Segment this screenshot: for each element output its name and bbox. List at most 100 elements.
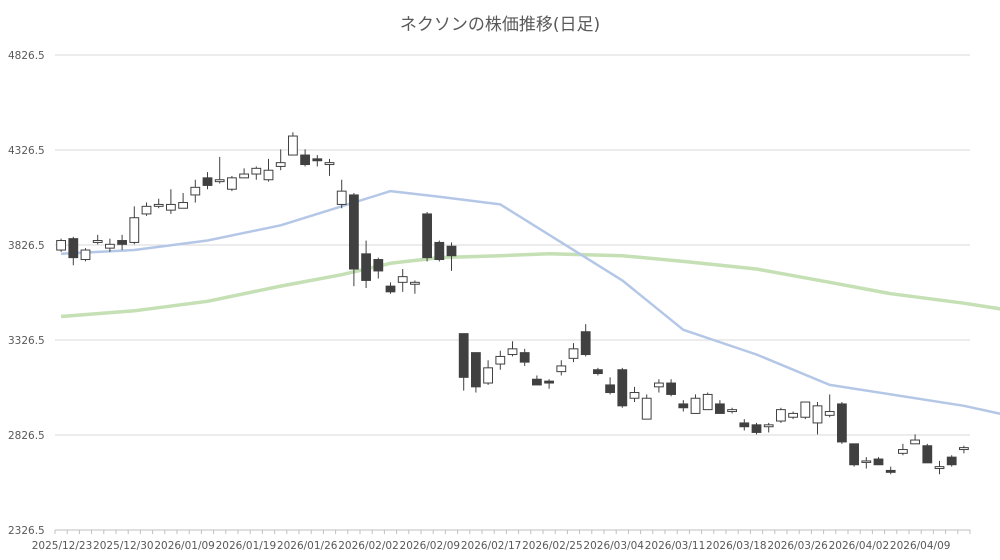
candle-body-up	[727, 409, 737, 413]
candle-body-down	[373, 259, 384, 272]
candle-body-down	[422, 213, 432, 259]
candle-body-down	[519, 352, 530, 363]
candle-body-down	[946, 456, 957, 466]
candle	[80, 248, 91, 262]
candle-body-up	[275, 162, 286, 167]
y-tick-label: 3826.5	[8, 240, 45, 252]
candle	[959, 445, 969, 454]
candle	[800, 401, 811, 420]
x-tick-label: 2026/01/09	[154, 540, 215, 552]
candle-body-up	[788, 412, 798, 418]
candle	[824, 394, 835, 418]
candle-body-down	[849, 443, 859, 466]
candle-body-up	[824, 411, 835, 416]
candle	[275, 149, 286, 171]
candle-body-up	[654, 382, 664, 388]
candle-body-down	[617, 369, 628, 407]
candle-body-up	[702, 393, 713, 411]
candle	[715, 400, 725, 414]
candle	[702, 392, 713, 411]
candle	[446, 242, 457, 271]
candle	[910, 434, 920, 445]
candle	[239, 168, 249, 179]
candle	[666, 379, 676, 397]
candle-body-down	[471, 352, 481, 388]
candle-body-up	[239, 173, 249, 179]
candle	[519, 348, 530, 366]
candle-body-down	[678, 403, 689, 409]
candle-body-down	[361, 253, 371, 281]
candle	[946, 455, 957, 467]
candle	[861, 457, 872, 469]
x-tick-label: 2026/02/02	[338, 540, 399, 552]
candle	[654, 379, 664, 393]
candle-body-down	[312, 158, 323, 162]
candle-body-up	[129, 217, 140, 243]
x-tick-label: 2026/03/11	[645, 540, 706, 552]
candle	[178, 193, 188, 209]
candle	[544, 379, 554, 389]
candle-body-up	[251, 167, 262, 175]
candle	[934, 460, 945, 475]
candle	[727, 407, 737, 414]
candle	[556, 360, 567, 376]
candle	[788, 411, 798, 420]
candle	[153, 198, 164, 209]
ma-short-line	[61, 189, 1000, 415]
candle-body-up	[690, 397, 701, 414]
candle	[568, 343, 579, 363]
x-tick-label: 2026/04/09	[890, 540, 951, 552]
candle	[288, 132, 298, 156]
candle	[410, 280, 420, 294]
candle	[922, 443, 933, 464]
x-tick-label: 2026/01/26	[277, 540, 338, 552]
candle-body-up	[288, 135, 298, 156]
candle	[251, 166, 262, 180]
candle-body-up	[166, 203, 176, 211]
candle-body-up	[934, 466, 945, 470]
candle	[397, 269, 408, 292]
candle	[129, 206, 140, 245]
candle-body-up	[56, 240, 66, 251]
candle-body-down	[922, 445, 933, 464]
y-axis-ticks: 4826.5 4326.5 3826.5 3326.5 2826.5 2326.5	[8, 50, 45, 537]
candle	[385, 282, 396, 294]
candle	[56, 238, 66, 252]
candle-body-down	[117, 240, 127, 245]
candle-body-down	[605, 384, 615, 394]
candle-body-down	[873, 458, 884, 466]
candle-body-up	[959, 447, 969, 451]
candle	[617, 367, 628, 408]
candle	[214, 156, 225, 184]
candle	[166, 189, 176, 214]
candle	[751, 422, 762, 435]
candle-body-down	[434, 241, 445, 261]
candle	[263, 158, 274, 182]
candle	[458, 333, 469, 391]
candle-body-up	[324, 162, 335, 166]
candle	[629, 386, 640, 403]
candle	[885, 466, 896, 475]
candle	[763, 422, 774, 433]
y-tick-label: 2326.5	[8, 525, 45, 537]
candle-body-up	[190, 186, 201, 196]
candle-body-up	[641, 397, 652, 420]
candle	[349, 193, 359, 287]
candle	[532, 375, 542, 386]
candle-body-down	[349, 194, 359, 270]
candle	[202, 172, 213, 190]
candle-body-up	[812, 405, 823, 424]
candle-body-down	[837, 403, 847, 443]
candle	[495, 350, 506, 370]
candle-body-down	[544, 380, 554, 384]
candle	[605, 377, 615, 395]
candle	[837, 402, 847, 444]
candle-body-up	[910, 439, 920, 445]
candle	[422, 212, 432, 262]
candle-body-down	[300, 154, 310, 166]
candle	[471, 352, 481, 393]
ma-long-line	[60, 252, 1000, 319]
candle-body-up	[105, 243, 115, 249]
